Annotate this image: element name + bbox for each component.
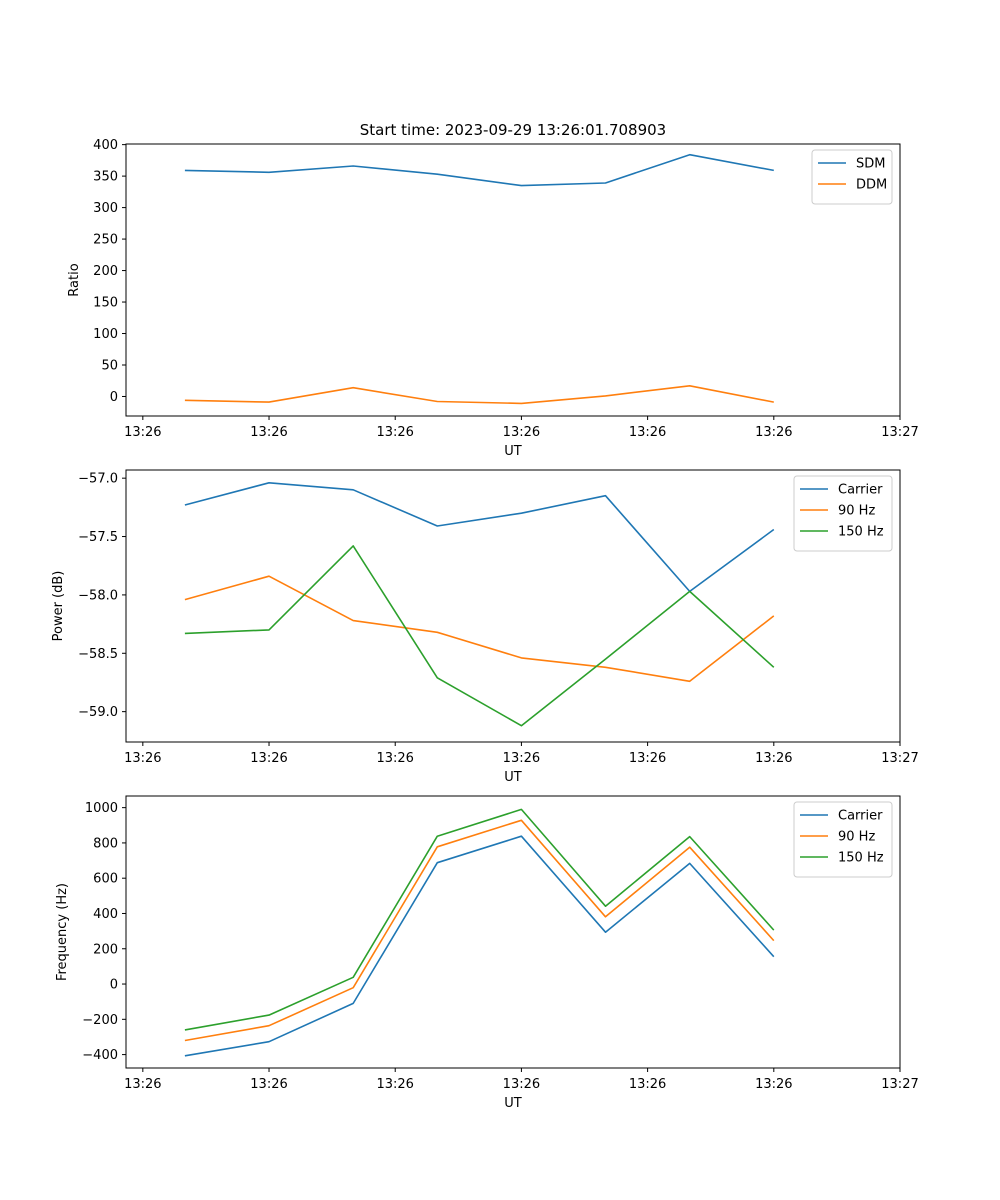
series-line-carrier: [184, 481, 775, 593]
legend-label: DDM: [856, 178, 887, 193]
y-tick-label: −57.0: [78, 472, 118, 487]
x-tick-label: 13:26: [250, 751, 287, 766]
y-tick-label: −200: [82, 1013, 118, 1028]
legend-label: Carrier: [838, 809, 883, 824]
x-axis-label: UT: [504, 770, 522, 785]
legend-label: 150 Hz: [838, 525, 884, 540]
y-tick-label: 1000: [85, 801, 118, 816]
y-tick-label: 300: [93, 201, 118, 216]
y-tick-label: 400: [93, 907, 118, 922]
y-tick-label: 400: [93, 138, 118, 153]
legend: Carrier 90 Hz 150 Hz: [793, 475, 893, 552]
y-tick-label: 150: [93, 296, 118, 311]
y-tick-label: 100: [93, 327, 118, 342]
y-tick-label: 350: [93, 170, 118, 185]
x-tick-label: 13:26: [629, 1077, 666, 1092]
x-axis-label: UT: [504, 1096, 522, 1111]
x-tick-label: 13:26: [503, 751, 540, 766]
y-axis-label: Frequency (Hz): [55, 883, 70, 981]
x-tick-label: 13:26: [250, 1077, 287, 1092]
y-axis-label: Power (dB): [51, 571, 66, 642]
x-tick-label: 13:26: [503, 425, 540, 440]
series-line-ddm: [184, 384, 774, 405]
x-tick-label: 13:26: [755, 425, 792, 440]
y-tick-label: −59.0: [78, 705, 118, 720]
x-tick-label: 13:27: [881, 751, 918, 766]
series-line-90-hz: [184, 819, 775, 1042]
x-tick-label: 13:26: [124, 1077, 161, 1092]
x-tick-label: 13:26: [755, 1077, 792, 1092]
legend-box: [793, 475, 893, 552]
x-tick-label: 13:26: [376, 1077, 413, 1092]
x-tick-label: 13:26: [250, 425, 287, 440]
figure-title: Start time: 2023-09-29 13:26:01.708903: [359, 121, 667, 139]
axes-frame: [125, 143, 901, 417]
x-tick-label: 13:26: [124, 425, 161, 440]
y-axis-label: Ratio: [67, 263, 82, 296]
legend-label: 150 Hz: [838, 851, 884, 866]
series-line-150-hz: [184, 545, 775, 727]
y-tick-label: 250: [93, 233, 118, 248]
legend-box: [793, 801, 893, 878]
y-tick-label: 200: [93, 264, 118, 279]
y-tick-label: −58.5: [78, 647, 118, 662]
legend-label: Carrier: [838, 483, 883, 498]
y-tick-label: 0: [110, 978, 118, 993]
x-tick-label: 13:26: [503, 1077, 540, 1092]
x-axis-label: UT: [504, 444, 522, 459]
legend: SDM DDM: [811, 149, 893, 205]
series-line-sdm: [184, 153, 774, 187]
y-tick-label: 600: [93, 872, 118, 887]
series-line-90-hz: [184, 575, 775, 683]
y-tick-label: −57.5: [78, 530, 118, 545]
chart-panel-2: 13:26 13:26 13:26 13:26 13:26 13:26 13:27 −59.0…: [51, 469, 919, 785]
series-line-carrier: [184, 835, 775, 1057]
series-line-150-hz: [184, 808, 775, 1031]
y-tick-label: 50: [101, 359, 118, 374]
x-tick-label: 13:26: [376, 425, 413, 440]
x-tick-label: 13:26: [124, 751, 161, 766]
chart-panel-3: 13:26 13:26 13:26 13:26 13:26 13:26 13:27 −400 −…: [55, 795, 919, 1111]
legend-label: 90 Hz: [838, 504, 875, 519]
legend: Carrier 90 Hz 150 Hz: [793, 801, 893, 878]
axes-frame: [125, 795, 901, 1069]
axes-frame: [125, 469, 901, 743]
legend-label: 90 Hz: [838, 830, 875, 845]
x-tick-label: 13:27: [881, 425, 918, 440]
y-tick-label: −400: [82, 1048, 118, 1063]
y-tick-label: 200: [93, 942, 118, 957]
y-tick-label: −58.0: [78, 588, 118, 603]
chart-panel-1: 13:26 13:26 13:26 13:26 13:26 13:26 13:27 0 50 10…: [67, 138, 919, 459]
legend-label: SDM: [856, 157, 885, 172]
x-tick-label: 13:27: [881, 1077, 918, 1092]
x-tick-label: 13:26: [629, 425, 666, 440]
x-tick-label: 13:26: [629, 751, 666, 766]
x-tick-label: 13:26: [376, 751, 413, 766]
x-tick-label: 13:26: [755, 751, 792, 766]
y-tick-label: 800: [93, 836, 118, 851]
y-tick-label: 0: [110, 390, 118, 405]
